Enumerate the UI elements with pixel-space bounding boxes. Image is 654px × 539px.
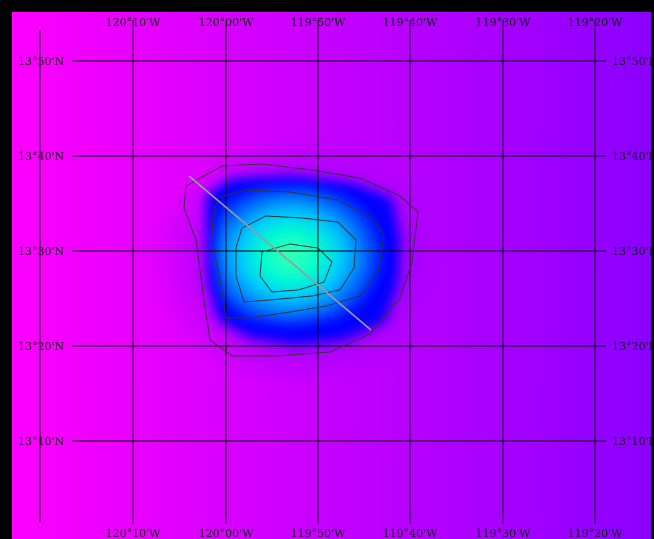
lat-lon-grid	[39, 20, 606, 524]
longitude-label-top: 119°30'W	[476, 16, 532, 29]
contour-third	[235, 215, 357, 303]
latitude-label-left: 13°10'N	[18, 435, 65, 448]
latitude-label-left: 13°40'N	[18, 150, 65, 163]
latitude-label-left: 13°20'N	[18, 340, 65, 353]
latitude-label-right: 13°50'N	[612, 55, 654, 68]
latitude-label-right: 13°10'N	[612, 435, 654, 448]
longitude-label-bottom: 119°50'W	[291, 527, 347, 539]
latitude-label-right: 13°40'N	[612, 150, 654, 163]
contour-lines	[183, 163, 419, 357]
longitude-label-bottom: 119°40'W	[383, 527, 439, 539]
latitude-label-right: 13°20'N	[612, 340, 654, 353]
latitude-label-left: 13°30'N	[18, 245, 65, 258]
latitude-label-left: 13°50'N	[18, 55, 65, 68]
longitude-label-top: 120°00'W	[199, 16, 255, 29]
contour-inner	[259, 243, 333, 293]
longitude-label-bottom: 120°00'W	[199, 527, 255, 539]
longitude-label-bottom: 119°20'W	[568, 527, 624, 539]
longitude-label-top: 119°20'W	[568, 16, 624, 29]
contour-second	[211, 189, 385, 319]
field-anomaly	[150, 132, 450, 392]
longitude-label-top: 120°10'W	[106, 16, 162, 29]
longitude-label-bottom: 119°30'W	[476, 527, 532, 539]
latitude-label-right: 13°30'N	[612, 245, 654, 258]
transect-line[interactable]	[188, 175, 372, 331]
contour-outer	[183, 163, 419, 357]
longitude-label-top: 119°50'W	[291, 16, 347, 29]
longitude-label-top: 119°40'W	[383, 16, 439, 29]
longitude-label-bottom: 120°10'W	[106, 527, 162, 539]
grid-labels: 120°10'W 120°10'W 120°00'W 120°00'W 119°50'W…	[18, 16, 654, 539]
